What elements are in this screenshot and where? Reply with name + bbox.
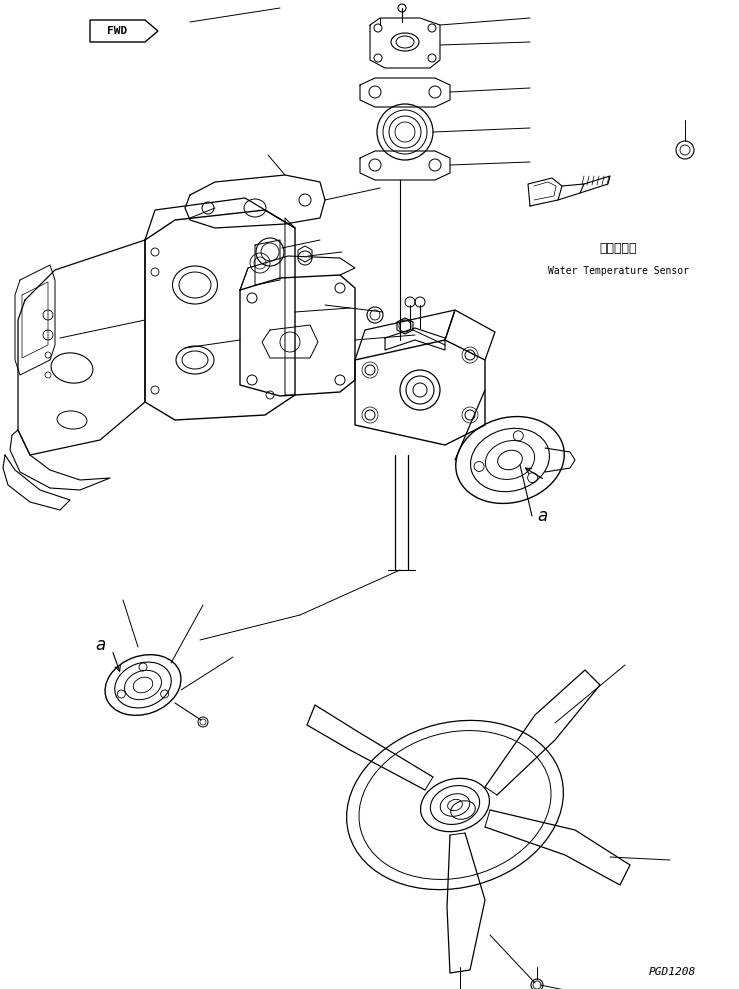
Text: a: a: [95, 636, 105, 654]
Text: PGD1208: PGD1208: [648, 967, 695, 977]
Text: a: a: [537, 507, 548, 525]
Text: FWD: FWD: [107, 26, 127, 36]
Text: 水温センサ: 水温センサ: [599, 241, 637, 254]
Text: Water Temperature Sensor: Water Temperature Sensor: [548, 266, 689, 276]
